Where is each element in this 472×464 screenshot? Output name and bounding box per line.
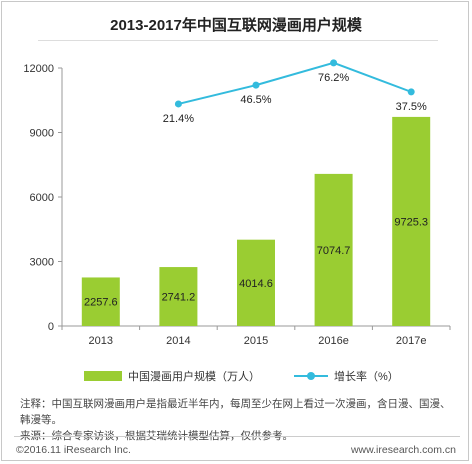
legend-line-swatch: [294, 371, 328, 381]
x-tick-label: 2016e: [318, 335, 349, 347]
bar-value-label: 2257.6: [84, 297, 118, 309]
growth-rate-label: 46.5%: [240, 94, 271, 106]
footer-divider: [14, 436, 460, 437]
title-divider: [38, 40, 438, 41]
legend-bar-swatch: [84, 371, 122, 381]
bar: [81, 277, 120, 326]
bar-value-label: 4014.6: [239, 278, 273, 290]
bar: [237, 239, 275, 326]
footer-copyright: ©2016.11 iResearch Inc.: [16, 444, 131, 456]
growth-rate-label: 37.5%: [396, 101, 427, 113]
growth-rate-label: 76.2%: [318, 72, 349, 84]
bar: [314, 173, 353, 326]
y-tick-label: 9000: [30, 128, 54, 140]
y-tick-label: 0: [48, 321, 54, 333]
y-tick-label: 3000: [30, 257, 54, 269]
bar-value-label: 7074.7: [317, 245, 351, 257]
legend-item-line: 增长率（%）: [294, 368, 399, 384]
growth-rate-line: [178, 61, 412, 105]
growth-rate-point: [174, 100, 182, 108]
legend-item-bar: 中国漫画用户规模（万人）: [84, 368, 260, 384]
note-annotation: 注释：中国互联网漫画用户是指最近半年内，每周至少在网上看过一次漫画，含日漫、国漫…: [20, 398, 451, 426]
x-tick-label: 2014: [166, 335, 190, 347]
growth-rate-point: [330, 59, 338, 67]
x-tick-label: 2015: [244, 335, 268, 347]
legend-line-label: 增长率（%）: [334, 371, 399, 383]
y-tick-label: 12000: [23, 63, 54, 75]
y-tick-label: 6000: [30, 192, 54, 204]
bar-value-label: 2741.2: [162, 292, 196, 304]
growth-rate-point: [407, 88, 415, 96]
footer-url: www.iresearch.com.cn: [350, 444, 456, 456]
growth-rate-label: 21.4%: [163, 113, 194, 125]
chart-canvas: 0 3000 6000 9000 12000 2257.6 2013 2741.2 2014 40…: [23, 59, 451, 347]
x-tick-label: 2013: [89, 335, 113, 347]
bar: [392, 116, 431, 326]
bar-value-label: 9725.3: [394, 216, 428, 228]
chart-title: 2013-2017年中国互联网漫画用户规模: [110, 17, 362, 34]
legend-bar-label: 中国漫画用户规模（万人）: [128, 371, 260, 383]
x-tick-label: 2017e: [396, 335, 427, 347]
growth-rate-point: [252, 81, 260, 89]
bar: [159, 267, 198, 326]
chart-legend: 中国漫画用户规模（万人） 增长率（%）: [2, 368, 470, 384]
